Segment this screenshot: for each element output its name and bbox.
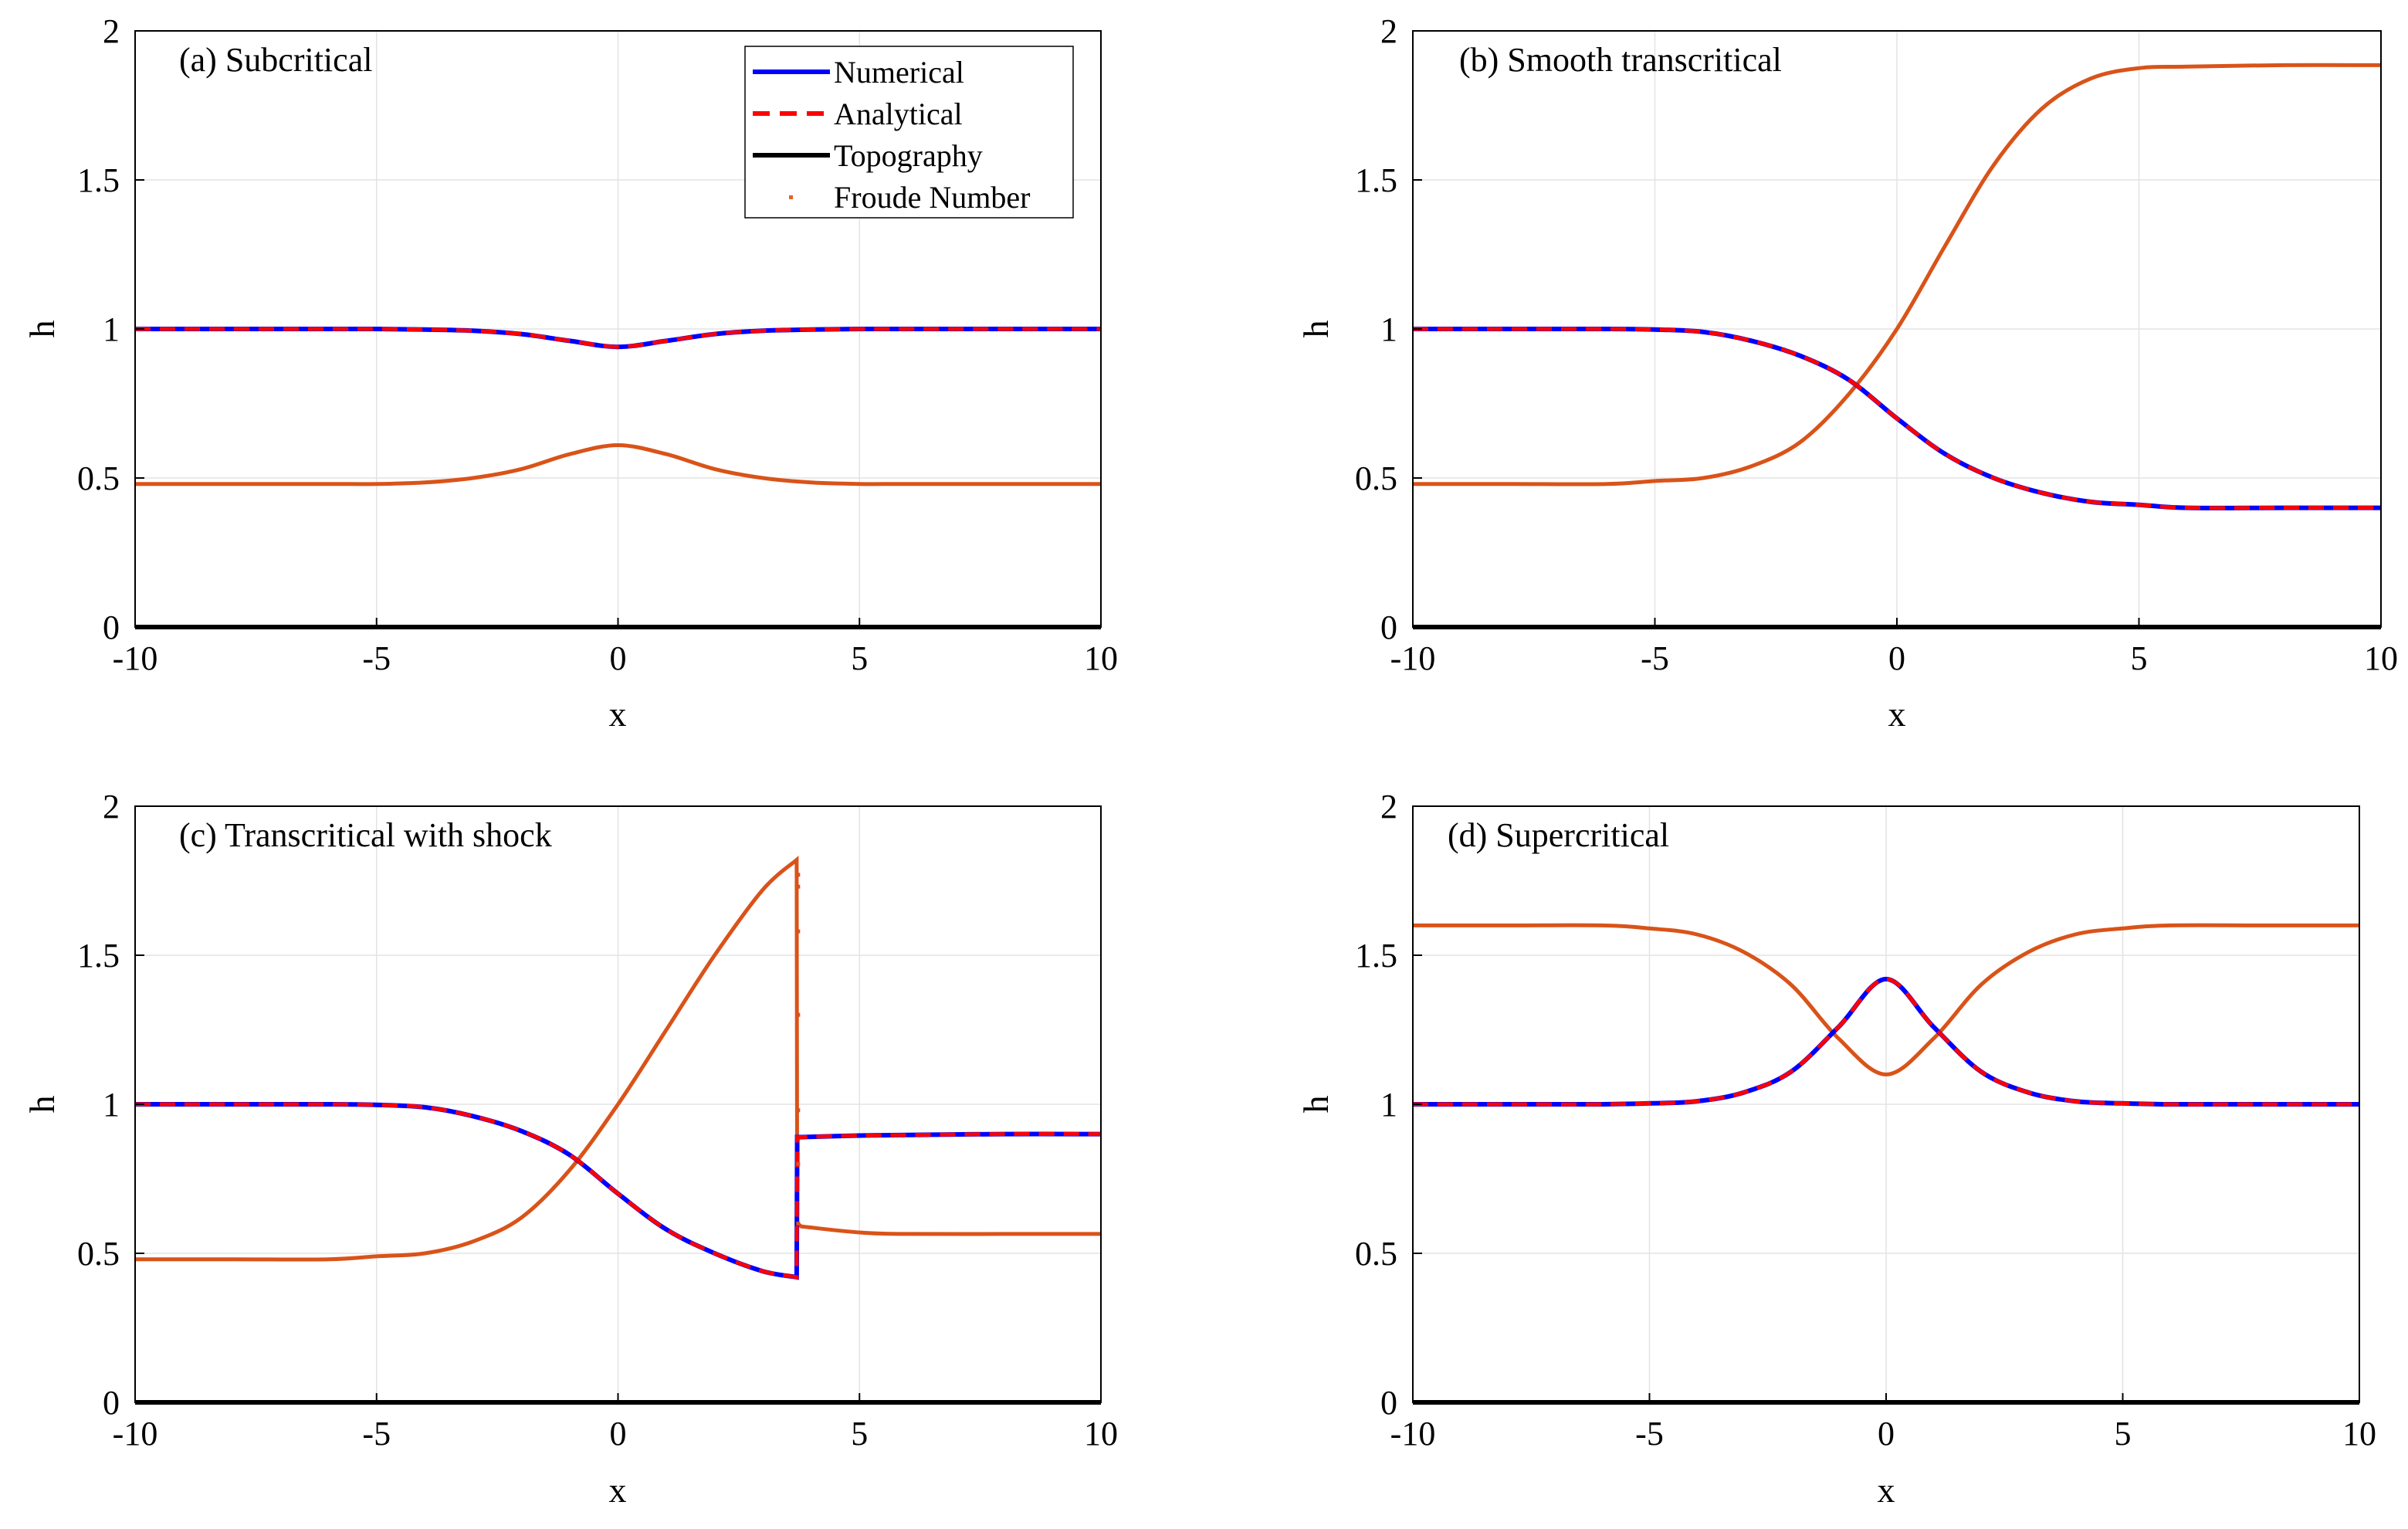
legend-box [744,46,1074,219]
panel-a-xlabel: x [609,694,627,734]
panel-c-ylabel: h [22,1096,62,1114]
panel-d-froude-line [1413,923,2359,1076]
panel-c-froude-shock-point [796,1221,801,1226]
panel-c-froude-line [135,855,1102,1262]
panel-a-ytick-label: 2 [103,12,120,50]
panel-b-xtick-label: 0 [1888,639,1905,677]
panel-a-froude-line [135,442,1101,486]
panel-d-ylabel: h [1296,1096,1336,1114]
legend-item-froude: Froude Number [789,180,1030,215]
panel-c-xtick-label: -10 [113,1415,158,1453]
panel-c-froude-shock-point [796,884,801,889]
panel-d-xtick-label: 10 [2342,1415,2376,1453]
panel-a-ticks: -10 -5 0 5 10 0 0.5 1 1.5 2 [77,12,1118,677]
panel-a-xtick-label: 0 [610,639,627,677]
panel-a: -10 -5 0 5 10 0 0.5 1 1.5 2 (a) Subcritical x h N… [22,12,1118,734]
panel-c-ytick-label: 0 [103,1384,120,1422]
panel-a-ytick-label: 0 [103,609,120,646]
panel-a-title: (a) Subcritical [179,41,372,79]
panel-b-ytick-label: 2 [1380,12,1397,50]
legend-item-analytical: Analytical [753,97,963,131]
panel-a-xtick-label: 10 [1084,639,1118,677]
panel-c-froude-shock-point [796,873,801,877]
panel-b-xtick-label: -10 [1390,639,1436,677]
panel-d-ytick-label: 0.5 [1355,1235,1397,1273]
panel-b-ticks: -10 -5 0 5 10 0 0.5 1 1.5 2 [1355,12,2398,677]
panel-c-froude-shock-point [796,1161,801,1166]
panel-a-ytick-label: 0.5 [77,459,120,497]
panel-c-froude-shock-point [796,1108,801,1113]
panel-d-xlabel: x [1878,1470,1895,1510]
legend-froude-swatch [789,195,793,199]
panel-d-xtick-label: 5 [2115,1415,2132,1453]
panel-d-xtick-label: 0 [1878,1415,1895,1453]
panel-c-ytick-label: 1 [103,1086,120,1124]
panel-c-ticks: -10 -5 0 5 10 0 0.5 1 1.5 2 [77,788,1118,1453]
panel-c-title: (c) Transcritical with shock [179,816,552,854]
panel-a-ylabel: h [22,320,62,338]
panel-c-froude-shock-point [796,929,801,934]
panel-a-ytick-label: 1.5 [77,161,120,199]
panel-c-ytick-label: 2 [103,788,120,826]
legend-froude-label: Froude Number [834,180,1030,215]
panel-c-xtick-label: -5 [362,1415,391,1453]
panel-c-ytick-label: 1.5 [77,937,120,975]
panel-d-ytick-label: 0 [1380,1384,1397,1422]
panel-b-ytick-label: 0.5 [1355,459,1397,497]
panel-a-xtick-label: 5 [851,639,868,677]
panel-d: -10 -5 0 5 10 0 0.5 1 1.5 2 (d) Supercritical x h [1296,788,2376,1510]
panel-b: -10 -5 0 5 10 0 0.5 1 1.5 2 (b) Smooth transcriti… [1296,12,2398,734]
panel-b-xlabel: x [1888,694,1906,734]
panel-c-xlabel: x [609,1470,627,1510]
panel-b-title: (b) Smooth transcritical [1459,41,1782,79]
panel-b-ylabel: h [1296,320,1336,338]
panel-b-xtick-label: 10 [2364,639,2398,677]
panel-d-ytick-label: 1 [1380,1086,1397,1124]
panel-b-xtick-label: 5 [2131,639,2148,677]
panel-c-froude-shock-point [796,1012,801,1017]
panel-a-ytick-label: 1 [103,310,120,348]
panel-b-ytick-label: 1.5 [1355,161,1397,199]
panel-c-xtick-label: 0 [610,1415,627,1453]
panel-d-title: (d) Supercritical [1448,816,1669,854]
panel-d-analytical-line [1413,977,2359,1107]
panel-d-xtick-label: -5 [1635,1415,1664,1453]
panel-c: -10 -5 0 5 10 0 0.5 1 1.5 2 (c) Transcritical wit… [22,788,1118,1510]
panel-d-ytick-label: 2 [1380,788,1397,826]
panel-c-xtick-label: 5 [851,1415,868,1453]
panel-a-xtick-label: -10 [113,639,158,677]
panel-b-analytical-line [1413,327,2382,510]
panel-d-ytick-label: 1.5 [1355,937,1397,975]
legend-item-topography: Topography [753,138,983,173]
legend: Numerical Analytical Topography Froude N… [744,46,1074,219]
panel-a-analytical-line [135,327,1101,349]
panel-d-xtick-label: -10 [1390,1415,1436,1453]
panel-b-froude-line [1413,63,2382,486]
panel-a-xtick-label: -5 [362,639,391,677]
panel-d-ticks: -10 -5 0 5 10 0 0.5 1 1.5 2 [1355,788,2376,1453]
panel-c-analytical-line [135,1102,1102,1280]
panel-b-ytick-label: 1 [1380,310,1397,348]
legend-numerical-label: Numerical [834,55,964,90]
legend-analytical-label: Analytical [834,97,963,131]
panel-c-ytick-label: 0.5 [77,1235,120,1273]
panel-c-xtick-label: 10 [1084,1415,1118,1453]
legend-item-numerical: Numerical [753,55,964,90]
panel-b-ytick-label: 0 [1380,609,1397,646]
legend-topography-label: Topography [834,138,983,173]
panel-b-xtick-label: -5 [1641,639,1669,677]
